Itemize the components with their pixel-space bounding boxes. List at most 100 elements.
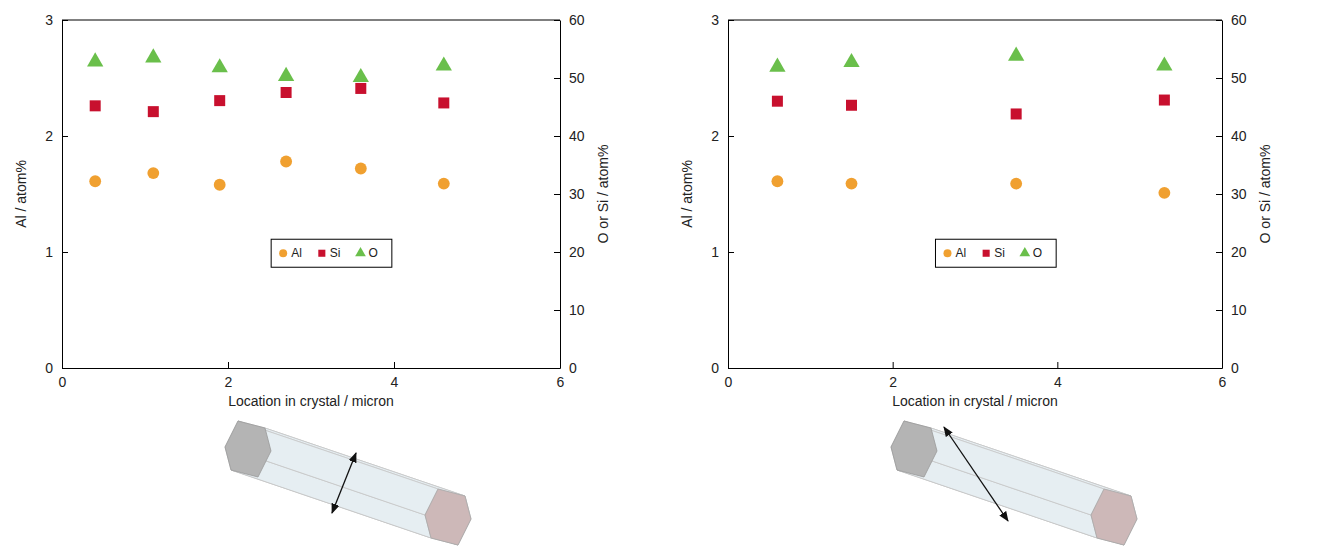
tick-label: 20 <box>569 244 585 260</box>
legend-label: O <box>369 246 378 260</box>
tick-label: 10 <box>1231 302 1247 318</box>
tick: 1 <box>45 244 68 260</box>
tick-label: 30 <box>569 186 585 202</box>
legend: Al Si O <box>271 239 392 267</box>
legend-marker <box>983 250 990 257</box>
point <box>212 58 228 72</box>
point <box>89 175 101 187</box>
tick-mark <box>1216 78 1222 79</box>
point <box>355 83 366 94</box>
y-axis: 0123 <box>45 12 68 376</box>
tick-mark <box>554 136 560 137</box>
crystal-end <box>225 421 271 477</box>
point <box>1158 187 1170 199</box>
tick-label: 10 <box>569 302 585 318</box>
legend-box <box>935 239 1056 267</box>
point <box>278 67 294 81</box>
tick-mark <box>554 78 560 79</box>
tick-mark <box>728 20 734 21</box>
legend-box <box>271 239 392 267</box>
point <box>772 96 783 107</box>
tick: 60 <box>1216 12 1247 28</box>
tick-label: 0 <box>711 360 719 376</box>
tick: 2 <box>225 362 233 390</box>
tick-label: 60 <box>1231 12 1247 28</box>
legend-label: Si <box>994 246 1005 260</box>
tick-label: 50 <box>1231 70 1247 86</box>
y2-axis-title: O or Si / atom% <box>1257 145 1273 244</box>
tick-mark <box>1216 20 1222 21</box>
tick: 40 <box>1216 128 1247 144</box>
point <box>843 53 859 67</box>
legend-marker <box>355 247 366 256</box>
tick: 10 <box>1216 302 1247 318</box>
tick: 10 <box>554 302 585 318</box>
point <box>145 48 161 62</box>
legend-label: Al <box>291 246 302 260</box>
legend-label: O <box>1033 246 1042 260</box>
plot-frame <box>728 20 1222 21</box>
tick-label: 0 <box>725 374 733 390</box>
point <box>1008 47 1024 61</box>
point <box>769 58 785 72</box>
tick: 1 <box>711 244 734 260</box>
point <box>1010 178 1022 190</box>
tick: 20 <box>1216 244 1247 260</box>
axis-line <box>560 21 561 369</box>
point <box>214 95 225 106</box>
tick: 40 <box>554 128 585 144</box>
tick-mark <box>62 252 68 253</box>
tick: 0 <box>554 360 577 376</box>
tick-label: 4 <box>391 374 399 390</box>
legend-marker <box>279 249 287 257</box>
axis-line <box>728 21 729 369</box>
tick-mark <box>554 310 560 311</box>
point <box>771 175 783 187</box>
point <box>148 106 159 117</box>
point <box>280 156 292 168</box>
tick-mark <box>1216 194 1222 195</box>
tick-label: 40 <box>569 128 585 144</box>
y-axis-title: Al / atom% <box>13 160 29 228</box>
tick-mark <box>1216 368 1222 369</box>
point <box>353 68 369 82</box>
point <box>846 100 857 111</box>
tick-mark <box>728 136 734 137</box>
tick-label: 2 <box>889 374 897 390</box>
tick-label: 1 <box>711 244 719 260</box>
legend-marker <box>318 250 325 257</box>
tick-mark <box>728 252 734 253</box>
legend-label: Si <box>330 246 341 260</box>
tick-label: 30 <box>1231 186 1247 202</box>
point <box>438 97 449 108</box>
tick-mark <box>1216 252 1222 253</box>
tick-mark <box>554 252 560 253</box>
point <box>846 178 858 190</box>
tick-label: 40 <box>1231 128 1247 144</box>
tick-mark <box>554 194 560 195</box>
tick-mark <box>228 362 229 368</box>
tick-label: 2 <box>45 128 53 144</box>
point <box>214 179 226 191</box>
tick-label: 60 <box>569 12 585 28</box>
tick: 0 <box>711 360 734 376</box>
legend-label: Al <box>955 246 966 260</box>
panel: 024601230102030405060Location in crystal… <box>679 12 1273 409</box>
tick: 2 <box>889 362 897 390</box>
panel: 024601230102030405060Location in crystal… <box>13 12 611 409</box>
tick: 3 <box>711 12 734 28</box>
crystal-face <box>891 421 1104 515</box>
crystal-schematic <box>891 421 1137 545</box>
point <box>87 52 103 66</box>
plot-area <box>87 48 452 190</box>
tick-label: 0 <box>45 360 53 376</box>
crystal-end <box>891 421 937 477</box>
point <box>147 167 159 179</box>
point <box>90 100 101 111</box>
tick-mark <box>728 368 734 369</box>
tick: 50 <box>554 70 585 86</box>
axis-line <box>1222 21 1223 369</box>
legend-marker <box>943 249 951 257</box>
axis-line <box>63 368 561 369</box>
point <box>436 56 452 70</box>
